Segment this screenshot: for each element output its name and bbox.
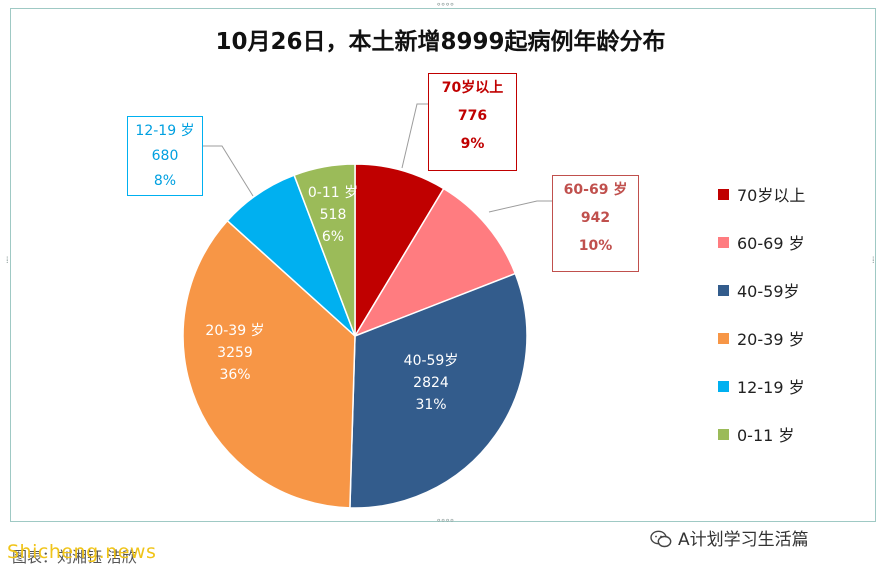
legend-swatch (718, 333, 729, 344)
slice-label-percent: 31% (415, 397, 447, 413)
slice-label-0-11: 0-11 岁 518 6% (298, 182, 368, 248)
legend-label: 12-19 岁 (737, 378, 805, 397)
wechat-account: A计划学习生活篇 (650, 525, 809, 550)
slice-20-39 (182, 219, 356, 509)
callout-60-69: 60-69 岁 942 10% (552, 175, 639, 272)
callout-12-19: 12-19 岁 680 8% (127, 116, 203, 196)
callout-value: 776 (457, 108, 488, 124)
callout-label: 70岁以上 (441, 80, 504, 96)
callout-label: 60-69 岁 (563, 182, 628, 198)
leader-line-12-19 (203, 145, 254, 197)
slice-0-11 (293, 163, 356, 337)
slice-60-69 (353, 187, 517, 338)
slice-label-value: 518 (319, 207, 347, 223)
callout-value: 942 (580, 210, 611, 226)
callout-percent: 10% (578, 238, 613, 254)
resize-handle-right[interactable]: ⁞ (872, 256, 874, 266)
slice-label-text: 0-11 岁 (307, 185, 359, 201)
leader-line-60-69 (488, 200, 552, 213)
legend-label: 40-59岁 (737, 282, 800, 301)
wechat-icon (650, 530, 672, 548)
slice-40-59 (349, 272, 528, 509)
slice-label-percent: 36% (219, 367, 251, 383)
watermark: Shicheng.news (7, 541, 157, 563)
callout-percent: 8% (153, 173, 177, 189)
legend-swatch (718, 429, 729, 440)
legend-label: 70岁以上 (737, 186, 806, 205)
legend-swatch (718, 285, 729, 296)
slice-label-text: 20-39 岁 (205, 323, 265, 339)
chart-title: 10月26日，本土新增8999起病例年龄分布 (215, 29, 666, 55)
legend-swatch (718, 381, 729, 392)
slice-label-20-39: 20-39 岁 3259 36% (190, 320, 280, 386)
slice-label-value: 3259 (217, 345, 253, 361)
callout-value: 680 (151, 148, 179, 164)
legend-label: 60-69 岁 (737, 234, 805, 253)
chart-frame (10, 8, 876, 522)
resize-handle-top[interactable]: ∘∘∘∘ (436, 0, 455, 10)
resize-handle-bottom[interactable]: ∘∘∘∘ (436, 516, 455, 526)
legend-label: 0-11 岁 (737, 426, 795, 445)
legend-label: 20-39 岁 (737, 330, 805, 349)
slice-70-plus (354, 163, 445, 339)
slice-label-text: 40-59岁 (403, 353, 459, 369)
legend-swatch (718, 237, 729, 248)
source-credit: 图表：刘湘钰 洁欣 (12, 548, 137, 566)
wechat-account-name: A计划学习生活篇 (678, 530, 809, 550)
callout-70-plus: 70岁以上 776 9% (428, 73, 517, 171)
slice-label-40-59: 40-59岁 2824 31% (386, 350, 476, 416)
leader-line-70-plus (401, 103, 428, 169)
callout-percent: 9% (460, 136, 485, 152)
legend-swatch (718, 189, 729, 200)
resize-handle-left[interactable]: ⁞ (6, 256, 8, 266)
slice-label-value: 2824 (413, 375, 449, 391)
slice-label-percent: 6% (321, 229, 345, 245)
callout-label: 12-19 岁 (135, 123, 195, 139)
